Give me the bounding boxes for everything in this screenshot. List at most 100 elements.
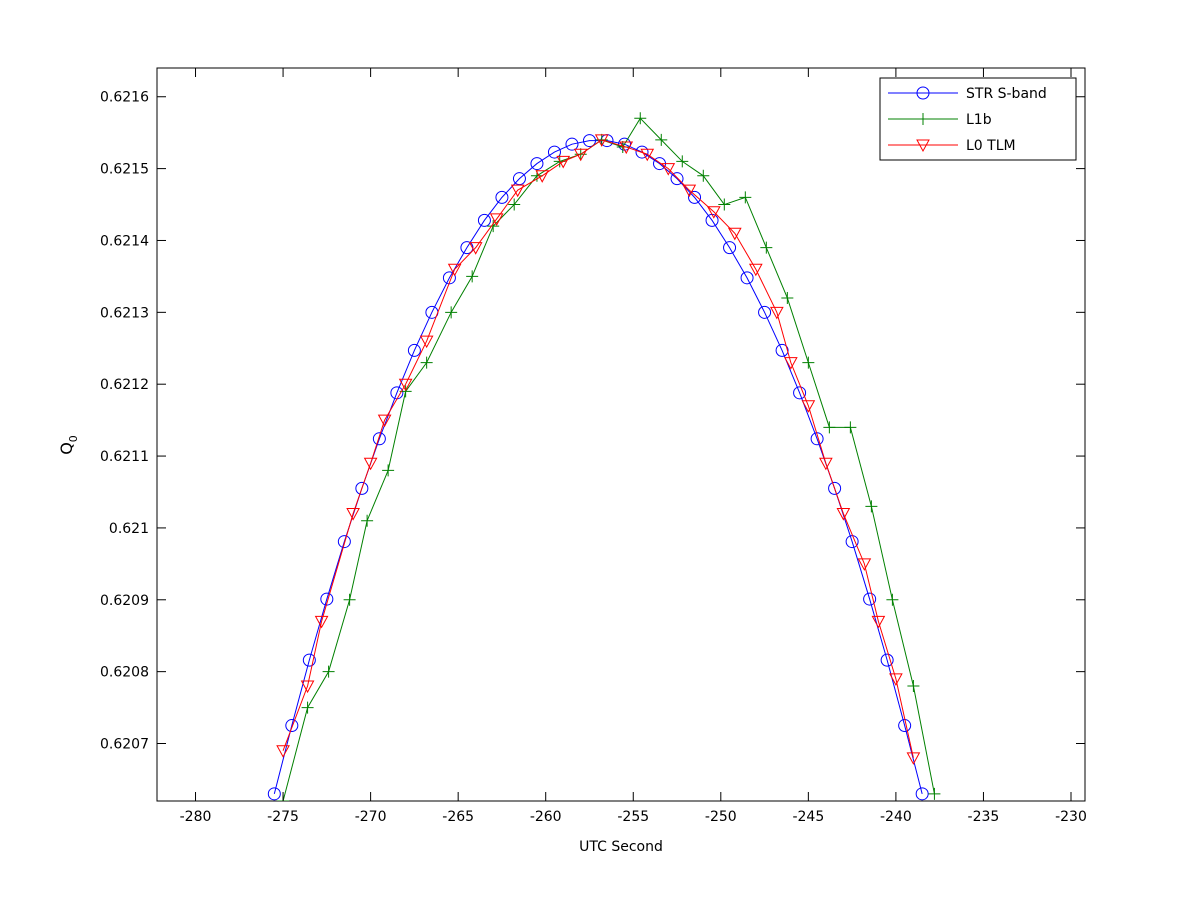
point (907, 680, 920, 693)
axes-box (156, 67, 1086, 802)
point (635, 145, 649, 159)
point (802, 356, 815, 369)
point (377, 414, 392, 428)
legend-label: STR S-band (966, 86, 1047, 102)
legend-marker (917, 113, 929, 125)
point (301, 701, 314, 714)
point (547, 145, 561, 159)
point (655, 133, 668, 146)
point (495, 190, 509, 204)
point (915, 787, 929, 801)
point (565, 137, 579, 151)
x-tick-label: -255 (617, 809, 649, 825)
point (828, 481, 842, 495)
point (682, 184, 697, 198)
point (407, 343, 421, 357)
point (706, 206, 721, 219)
point (300, 680, 315, 694)
y-tick-label: 0.6211 (100, 449, 149, 465)
x-tick-label: -275 (267, 809, 299, 825)
series-line (282, 139, 914, 758)
point (487, 220, 500, 233)
point (382, 464, 395, 477)
point (466, 270, 479, 283)
x-tick-label: -240 (880, 809, 912, 825)
point (886, 593, 899, 606)
point (477, 213, 491, 227)
point (863, 592, 877, 606)
point (727, 227, 742, 241)
y-tick-label: 0.6207 (100, 737, 149, 753)
y-tick-label: 0.6208 (100, 665, 149, 681)
x-axis-label: UTC Second (579, 839, 663, 855)
point (619, 141, 634, 155)
plot-area (267, 112, 941, 801)
point (355, 481, 369, 495)
point (447, 263, 462, 277)
legend-marker (916, 86, 930, 100)
point (594, 134, 609, 147)
point (844, 421, 857, 434)
point (758, 305, 772, 319)
point (871, 615, 886, 629)
point (398, 378, 413, 392)
y-axis-label: Q0 (57, 435, 80, 455)
point (793, 386, 807, 400)
point (906, 752, 921, 765)
point (670, 172, 684, 186)
y-tick-label: 0.6216 (100, 90, 149, 106)
point (361, 514, 374, 527)
point (267, 787, 281, 801)
point (661, 163, 676, 176)
point (363, 457, 378, 471)
point (836, 508, 851, 521)
series-line (273, 140, 923, 794)
point (343, 593, 356, 606)
x-tick-label: -235 (968, 809, 1000, 825)
point (346, 508, 360, 521)
x-tick-label: -245 (792, 809, 824, 825)
point (337, 535, 351, 549)
point (740, 271, 754, 285)
point (634, 112, 647, 125)
point (857, 558, 872, 571)
x-tick-label: -280 (180, 809, 212, 825)
point (880, 653, 894, 667)
point (573, 148, 588, 162)
y-label-sub: 0 (67, 435, 80, 442)
x-tick-label: -270 (355, 809, 387, 825)
point (718, 198, 731, 211)
point (801, 400, 816, 413)
point (372, 432, 386, 446)
y-tick-label: 0.6212 (100, 377, 149, 393)
point (489, 213, 504, 226)
y-tick-label: 0.6209 (100, 593, 149, 609)
point (445, 306, 458, 319)
y-label-main: Q (57, 442, 76, 455)
y-tick-label: 0.621 (109, 521, 149, 537)
point (285, 719, 299, 733)
legend-marker (916, 139, 930, 153)
point (769, 306, 784, 320)
point (468, 242, 483, 255)
x-tick-label: -260 (530, 809, 562, 825)
x-tick-label: -230 (1055, 809, 1087, 825)
point (510, 184, 525, 198)
point (419, 335, 434, 349)
point (783, 357, 798, 370)
point (640, 148, 655, 162)
point (582, 134, 596, 148)
point (688, 190, 702, 204)
point (723, 241, 737, 255)
point (781, 291, 794, 304)
point (535, 170, 550, 183)
point (823, 421, 836, 434)
x-tick-label: -250 (705, 809, 737, 825)
point (276, 745, 290, 758)
point (420, 356, 433, 369)
legend-label: L0 TLM (966, 138, 1016, 154)
legend-label: L1b (966, 112, 992, 128)
point (819, 457, 833, 471)
point (530, 157, 544, 171)
